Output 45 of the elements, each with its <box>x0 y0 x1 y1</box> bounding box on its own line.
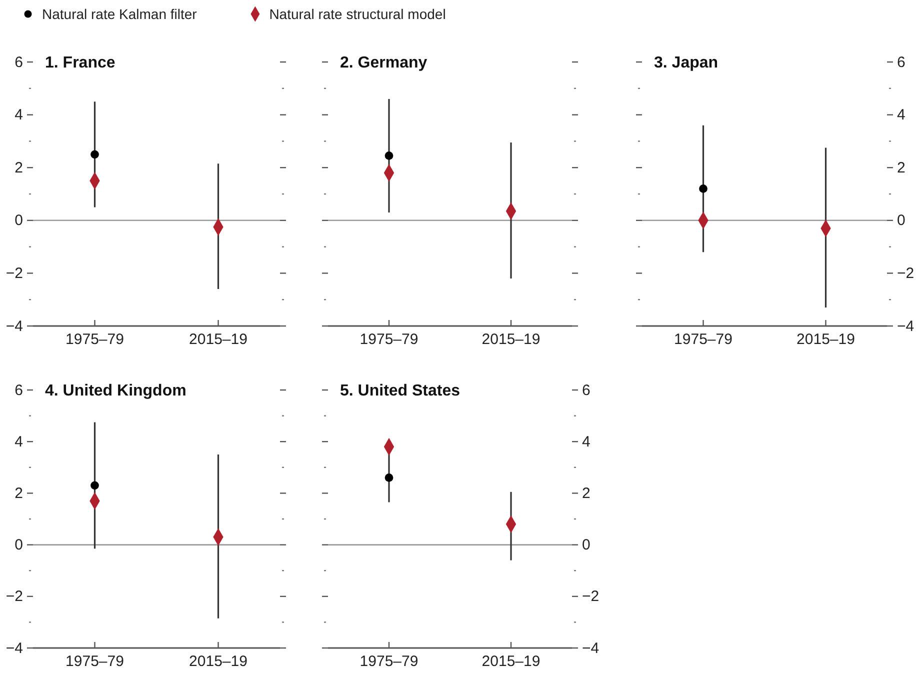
y-tick-label: −4 <box>6 640 23 657</box>
chart-title: 3. Japan <box>654 54 718 72</box>
y-tick-label: 2 <box>14 485 23 502</box>
y2-tick-label: −4 <box>582 640 600 657</box>
y2-tick-label: −2 <box>897 265 914 282</box>
point <box>90 150 99 159</box>
chart-title: 2. Germany <box>340 54 428 72</box>
y-tick-label: −2 <box>6 588 23 606</box>
legend-label: Natural rate structural model <box>269 6 446 22</box>
y2-tick-label: −4 <box>897 318 914 335</box>
x-tick-label: 1975–79 <box>360 331 418 348</box>
point <box>384 474 394 482</box>
y2-tick-label: 4 <box>897 106 906 124</box>
y-tick-label: −2 <box>6 265 23 282</box>
y2-tick-label: 4 <box>582 433 590 450</box>
y2-tick-label: 6 <box>897 54 906 71</box>
x-tick-label: 2015–19 <box>189 653 248 670</box>
chart-title: 4. United Kingdom <box>45 382 186 400</box>
legend-label: Natural rate Kalman filter <box>42 6 198 22</box>
x-tick-label: 1975–79 <box>66 331 124 348</box>
y-tick-label: 6 <box>14 54 23 71</box>
y-tick-label: 6 <box>14 382 23 399</box>
y2-tick-label: 0 <box>582 536 590 554</box>
y-tick-label: 2 <box>14 159 23 176</box>
y2-tick-label: 2 <box>897 159 906 176</box>
y-tick-label: 0 <box>14 536 23 554</box>
y2-tick-label: −2 <box>582 588 600 606</box>
x-tick-label: 2015–19 <box>482 331 540 348</box>
point <box>90 481 99 490</box>
y-tick-label: −4 <box>6 318 23 335</box>
y-tick-label: 4 <box>14 106 23 124</box>
y2-tick-label: 6 <box>582 382 590 399</box>
x-tick-label: 2015–19 <box>189 331 248 348</box>
x-tick-label: 1975–79 <box>66 653 124 670</box>
y-tick-label: 4 <box>14 433 23 450</box>
y2-tick-label: 0 <box>897 212 906 230</box>
point <box>699 184 708 193</box>
chart-title: 1. France <box>45 54 116 72</box>
y-tick-label: 0 <box>14 212 23 230</box>
x-tick-label: 2015–19 <box>482 653 540 670</box>
y2-tick-label: 2 <box>582 485 590 502</box>
x-tick-label: 1975–79 <box>360 653 418 670</box>
x-tick-label: 2015–19 <box>796 331 855 348</box>
x-tick-label: 1975–79 <box>674 331 732 348</box>
chart-title: 5. United States <box>340 382 460 400</box>
